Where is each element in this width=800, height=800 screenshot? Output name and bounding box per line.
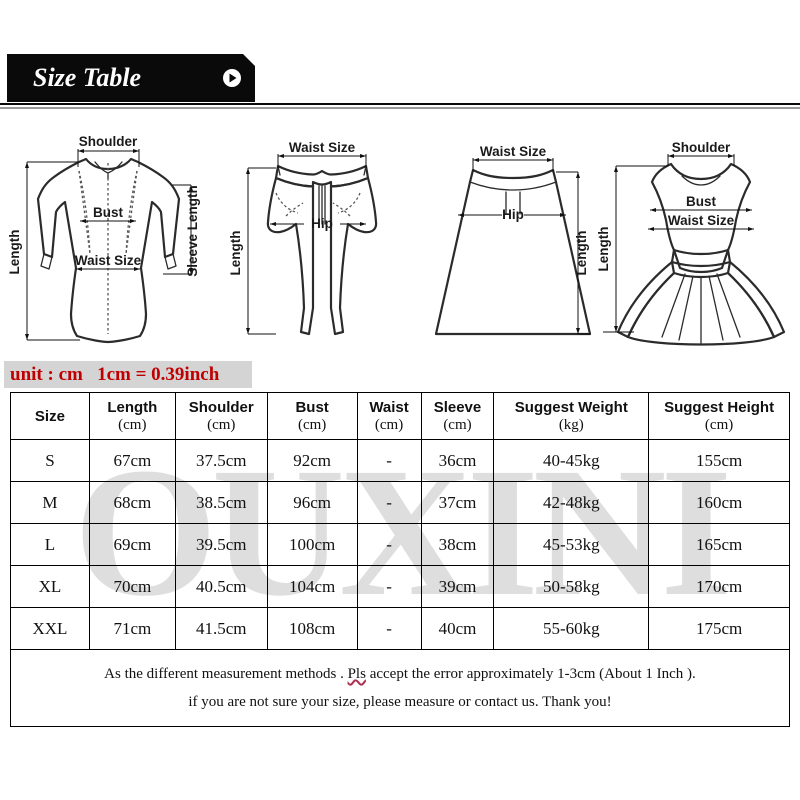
svg-text:Shoulder: Shoulder bbox=[672, 140, 731, 155]
svg-text:Bust: Bust bbox=[686, 194, 717, 209]
svg-text:Shoulder: Shoulder bbox=[79, 134, 138, 149]
svg-text:Hip: Hip bbox=[311, 216, 333, 231]
svg-text:Waist Size: Waist Size bbox=[480, 144, 547, 159]
svg-text:Length: Length bbox=[574, 231, 589, 276]
svg-text:Waist Size: Waist Size bbox=[668, 213, 735, 228]
svg-text:Length: Length bbox=[228, 231, 243, 276]
svg-text:Bust: Bust bbox=[93, 205, 124, 220]
svg-text:Length: Length bbox=[596, 227, 611, 272]
svg-text:Length: Length bbox=[7, 230, 22, 275]
svg-text:Waist Size: Waist Size bbox=[75, 253, 142, 268]
svg-text:Waist Size: Waist Size bbox=[289, 140, 356, 155]
svg-text:Hip: Hip bbox=[502, 207, 524, 222]
svg-text:Sleeve Length: Sleeve Length bbox=[185, 185, 200, 277]
